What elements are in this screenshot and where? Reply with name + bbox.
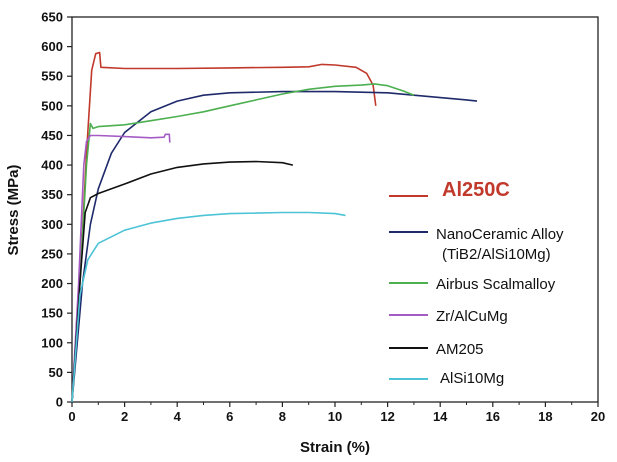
y-tick-label: 350 <box>41 187 63 202</box>
legend: Al250C NanoCeramic Alloy (TiB2/AlSi10Mg) Ai… <box>389 179 564 387</box>
plot-frame <box>71 16 599 403</box>
x-tick-label: 14 <box>433 409 448 424</box>
x-tick-label: 0 <box>68 409 75 424</box>
series-line-alsi10mg <box>71 211 346 403</box>
series-line-zr-alcumg <box>71 133 171 403</box>
y-tick-label: 100 <box>41 335 63 350</box>
y-tick-label: 250 <box>41 246 63 261</box>
y-tick-label: 500 <box>41 98 63 113</box>
x-tick-label: 2 <box>121 409 128 424</box>
legend-sublabel: (TiB2/AlSi10Mg) <box>442 246 551 263</box>
series-line-airbus-scalmalloy <box>71 83 415 403</box>
y-tick-label: 50 <box>49 365 63 380</box>
series-line-am205 <box>71 160 294 403</box>
y-tick-label: 150 <box>41 306 63 321</box>
legend-label: Al250C <box>442 179 510 201</box>
x-axis-title: Strain (%) <box>300 439 370 456</box>
y-tick-label: 400 <box>41 158 63 173</box>
y-tick-label: 0 <box>56 395 63 410</box>
y-tick-label: 200 <box>41 276 63 291</box>
y-tick-label: 550 <box>41 69 63 84</box>
y-tick-label: 650 <box>41 10 63 25</box>
x-tick-label: 18 <box>538 409 552 424</box>
y-axis-title: Stress (MPa) <box>5 165 22 256</box>
axes: 0 2 4 6 8 10 12 14 16 18 2005010015020025030035040… <box>41 10 605 425</box>
x-tick-label: 6 <box>226 409 233 424</box>
x-tick-label: 4 <box>174 409 182 424</box>
series-layer <box>71 51 478 403</box>
legend-label: AlSi10Mg <box>440 370 504 387</box>
y-tick-label: 450 <box>41 128 63 143</box>
x-tick-label: 10 <box>328 409 342 424</box>
y-tick-label: 300 <box>41 217 63 232</box>
x-tick-label: 20 <box>591 409 605 424</box>
legend-label: Zr/AlCuMg <box>436 308 508 325</box>
series-line-nanoceramic-alloy-tib2-alsi10mg <box>71 90 478 403</box>
series-line-al250c <box>71 51 377 403</box>
legend-label: NanoCeramic Alloy <box>436 226 564 243</box>
y-tick-label: 600 <box>41 39 63 54</box>
x-tick-label: 8 <box>279 409 286 424</box>
legend-label: AM205 <box>436 341 484 358</box>
x-tick-label: 12 <box>380 409 394 424</box>
legend-label: Airbus Scalmalloy <box>436 276 556 293</box>
x-tick-label: 16 <box>486 409 500 424</box>
